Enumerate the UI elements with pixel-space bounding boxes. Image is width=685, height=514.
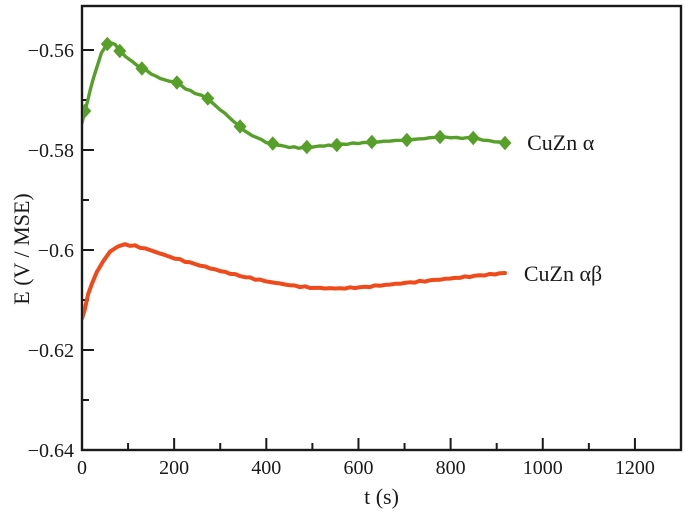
x-tick-label: 800 bbox=[436, 457, 466, 479]
series-marker-0 bbox=[83, 103, 92, 119]
series-marker-0 bbox=[400, 132, 414, 148]
series-label-cuzn-alpha-beta: CuZn αβ bbox=[523, 261, 603, 286]
series-line-1 bbox=[83, 242, 507, 321]
series-marker-0 bbox=[300, 139, 314, 155]
y-tick-label: −0.6 bbox=[38, 240, 74, 262]
series-marker-0 bbox=[233, 119, 247, 134]
series-marker-0 bbox=[433, 129, 447, 145]
x-axis-title: t (s) bbox=[0, 484, 685, 510]
series-marker-0 bbox=[466, 130, 480, 146]
series-label-cuzn-alpha: CuZn α bbox=[527, 130, 595, 155]
series-marker-0 bbox=[100, 36, 114, 52]
series-marker-0 bbox=[498, 135, 512, 151]
y-tick-label: −0.56 bbox=[28, 40, 74, 62]
y-tick-label: −0.62 bbox=[28, 340, 74, 362]
series-marker-0 bbox=[201, 91, 215, 106]
series-marker-0 bbox=[330, 137, 344, 153]
plot-frame bbox=[80, 4, 683, 452]
series-marker-0 bbox=[135, 61, 149, 76]
series-marker-0 bbox=[365, 134, 379, 150]
series-marker-0 bbox=[170, 75, 184, 90]
x-tick-label: 200 bbox=[159, 457, 189, 479]
series-marker-0 bbox=[266, 136, 280, 151]
y-axis-title: E (V / MSE) bbox=[9, 193, 34, 305]
series-marker-0 bbox=[113, 43, 127, 59]
x-tick-label: 600 bbox=[343, 457, 373, 479]
y-tick-label: −0.64 bbox=[28, 440, 74, 462]
x-tick-label: 1000 bbox=[523, 457, 563, 479]
y-tick-label: −0.58 bbox=[28, 140, 74, 162]
x-tick-label: 1200 bbox=[615, 457, 655, 479]
x-tick-label: 0 bbox=[77, 457, 87, 479]
x-axis-title-text: t (s) bbox=[364, 484, 399, 509]
x-tick-label: 400 bbox=[251, 457, 281, 479]
